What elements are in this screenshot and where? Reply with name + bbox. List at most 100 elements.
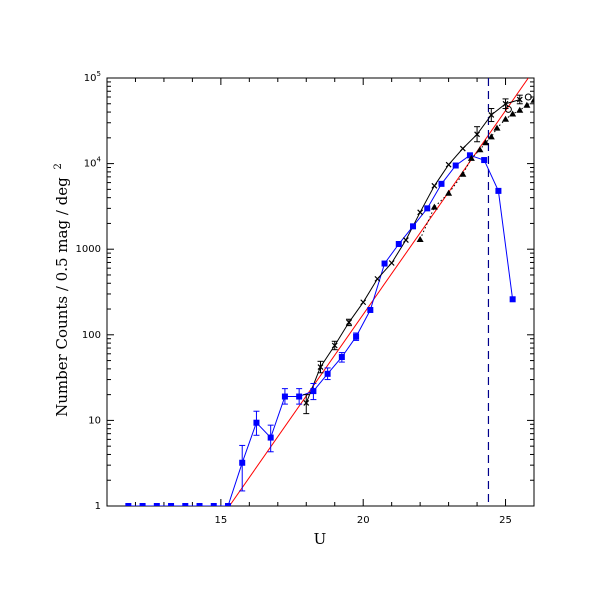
data-point-square xyxy=(338,354,345,361)
data-point-triangle xyxy=(493,124,501,131)
data-point-triangle xyxy=(482,139,490,146)
data-point-cross xyxy=(317,364,324,370)
cross-stroke xyxy=(402,237,409,243)
data-point-square xyxy=(367,306,374,313)
data-point-square xyxy=(424,205,431,212)
data-point-cross xyxy=(402,237,409,243)
x-tick-label: 15 xyxy=(214,515,227,526)
cross-stroke xyxy=(431,182,438,189)
data-point-square xyxy=(509,296,516,303)
data-point-cross xyxy=(488,112,495,118)
data-point-square xyxy=(139,503,146,506)
data-point-cross xyxy=(502,100,509,107)
x-tick-labels: 15 20 25 xyxy=(214,515,511,526)
y-axis-title-main: Number Counts / 0.5 mag / deg xyxy=(53,177,71,417)
data-point-square xyxy=(481,157,488,164)
cross-stroke xyxy=(445,161,452,168)
data-point-cross xyxy=(303,400,310,406)
cross-stroke xyxy=(388,260,395,266)
y-tick-label: 104 xyxy=(84,156,102,170)
data-point-square xyxy=(381,260,388,267)
data-point-triangle xyxy=(523,101,531,108)
cross-stroke xyxy=(516,96,523,103)
data-point-triangle xyxy=(516,106,524,113)
x-tick-label: 20 xyxy=(357,515,370,526)
cross-stroke xyxy=(459,145,466,152)
data-point-square xyxy=(452,162,459,169)
data-point-cross xyxy=(346,319,352,326)
data-point-square xyxy=(239,459,246,466)
data-point-square xyxy=(281,393,288,400)
y-tick-label-base: 10 xyxy=(84,159,97,170)
data-point-square xyxy=(324,370,331,377)
data-point-cross xyxy=(331,342,338,349)
data-point-triangle xyxy=(487,133,495,140)
data-point-square xyxy=(153,503,160,506)
y-tick-label: 1000 xyxy=(76,244,101,255)
y-tick-label-base: 100 xyxy=(82,330,101,341)
plot-frame xyxy=(106,77,535,507)
data-point-cross xyxy=(360,299,367,306)
data-point-square xyxy=(410,223,417,230)
y-tick-label-exponent: 5 xyxy=(97,70,101,78)
cross-stroke xyxy=(317,364,324,370)
y-tick-label: 10 xyxy=(88,415,101,426)
data-point-triangle xyxy=(445,189,453,196)
data-point-square xyxy=(210,503,217,506)
data-point-circle xyxy=(504,105,512,113)
data-point-triangle xyxy=(467,154,475,161)
data-point-triangle xyxy=(530,96,534,103)
cross-stroke xyxy=(303,400,310,406)
y-tick-label: 100 xyxy=(82,330,101,341)
data-point-square xyxy=(438,180,445,187)
y-axis-title: Number Counts / 0.5 mag / deg 2 xyxy=(53,163,71,417)
data-point-cross xyxy=(474,131,480,138)
data-point-cross xyxy=(516,96,523,103)
y-tick-label-base: 1 xyxy=(95,501,101,512)
data-point-square xyxy=(196,503,203,506)
data-point-square xyxy=(466,152,473,159)
data-point-cross xyxy=(388,260,395,266)
data-point-cross xyxy=(445,161,452,168)
data-point-triangle xyxy=(430,203,438,210)
data-point-square xyxy=(395,241,402,248)
axis-ticks xyxy=(106,77,535,507)
cross-stroke xyxy=(374,275,381,282)
data-point-square xyxy=(267,434,274,441)
x-axis-title: U xyxy=(314,530,327,548)
series-line-0 xyxy=(128,154,514,506)
data-point-square xyxy=(253,419,260,426)
y-tick-label: 105 xyxy=(84,70,101,84)
cross-stroke xyxy=(360,299,367,306)
cross-stroke xyxy=(417,209,424,216)
data-point-square xyxy=(310,388,317,395)
y-tick-label-base: 1000 xyxy=(76,244,101,255)
cross-stroke xyxy=(474,131,480,138)
cross-stroke xyxy=(346,319,352,326)
data-point-square xyxy=(182,503,189,506)
y-tick-label-base: 10 xyxy=(84,73,97,84)
data-point-square xyxy=(296,393,303,400)
data-point-triangle xyxy=(502,115,510,122)
y-axis-title-superscript: 2 xyxy=(53,163,64,169)
y-tick-label: 1 xyxy=(95,501,101,512)
cross-stroke xyxy=(502,100,509,107)
cross-stroke xyxy=(488,112,495,118)
data-point-square xyxy=(495,187,502,194)
cross-stroke xyxy=(331,342,338,349)
data-point-triangle xyxy=(416,235,424,242)
data-point-circle xyxy=(524,93,532,101)
data-point-cross xyxy=(374,275,381,282)
data-point-square xyxy=(353,333,360,340)
y-tick-label-base: 10 xyxy=(88,415,101,426)
data-point-square xyxy=(224,503,231,506)
data-point-cross xyxy=(431,182,438,189)
data-point-cross xyxy=(417,209,424,216)
data-point-triangle xyxy=(459,170,467,177)
data-point-square xyxy=(125,503,132,506)
data-point-cross xyxy=(459,145,466,152)
data-point-triangle xyxy=(509,110,517,117)
